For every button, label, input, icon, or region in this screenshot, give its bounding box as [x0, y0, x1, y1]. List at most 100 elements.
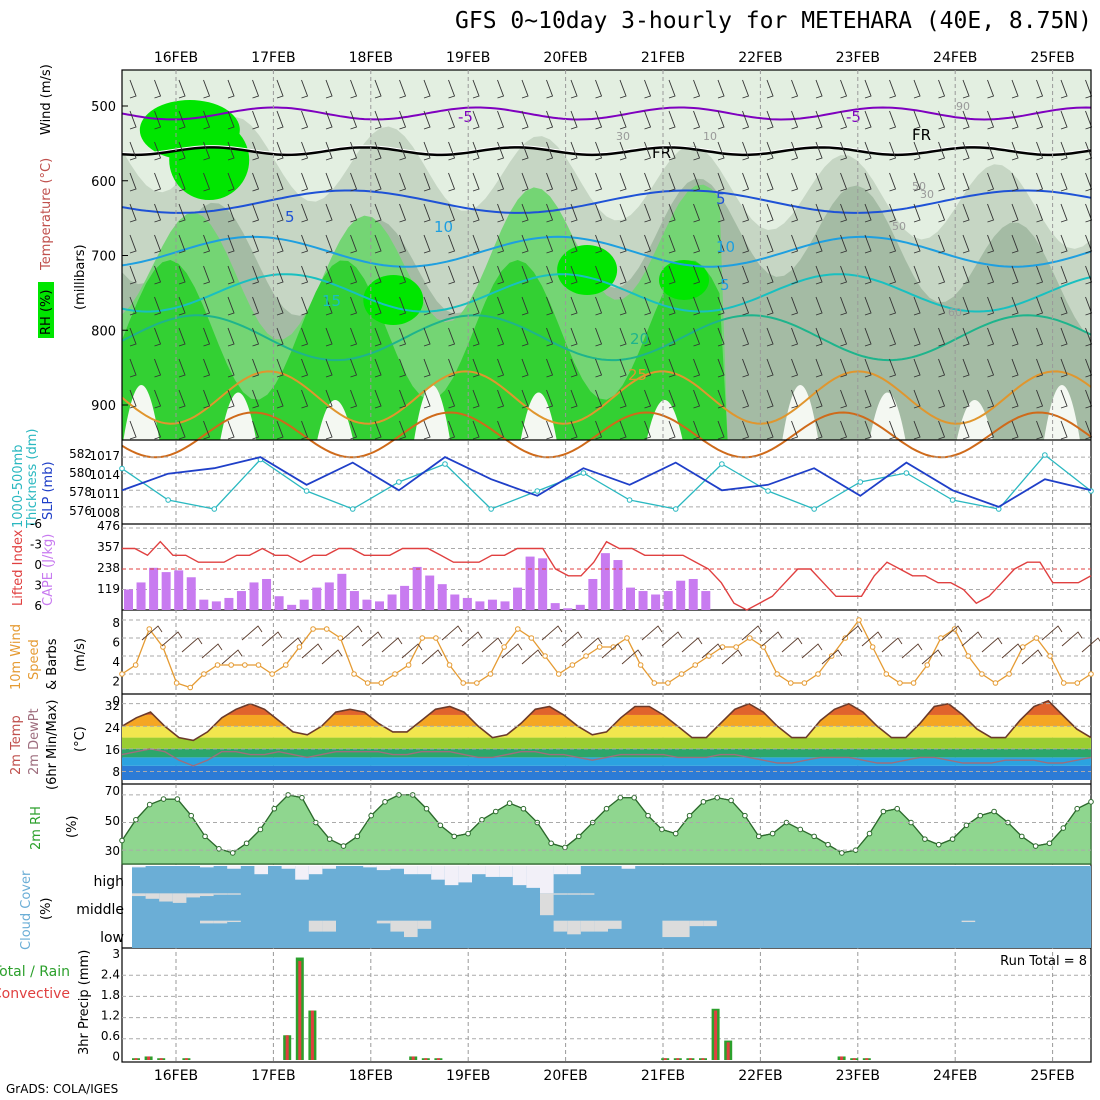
- wind-barb: [668, 296, 676, 316]
- wind-barb: [521, 265, 529, 285]
- wind-barb: [399, 327, 407, 347]
- wind-barb: [938, 203, 946, 223]
- wind-barb: [325, 234, 333, 254]
- wind-speed-line-point: [433, 635, 439, 641]
- wind-barb: [913, 420, 921, 440]
- cape-bar: [425, 575, 435, 610]
- date-label-top: 21FEB: [641, 50, 685, 66]
- cloud-cell: [458, 866, 472, 883]
- precip-ytick: 1.2: [101, 1009, 120, 1023]
- temp-ytick: 24: [105, 721, 120, 735]
- rh2m-line-point: [631, 794, 637, 801]
- slp-ytick: 1011: [89, 487, 120, 501]
- temp-band: [122, 737, 1091, 749]
- thickness-line-point: [903, 470, 910, 476]
- wind-barb-10m: [641, 625, 663, 641]
- wind-barb: [350, 327, 358, 347]
- wind-barb: [252, 203, 260, 223]
- wind-barb: [619, 79, 627, 99]
- wind-barb: [325, 327, 333, 347]
- wind-speed-line-point: [815, 671, 821, 677]
- wind-barb-10m: [141, 625, 163, 641]
- cape-bar: [375, 601, 384, 610]
- precip-label-conv: Convective: [0, 986, 70, 1002]
- wind-barb: [399, 389, 407, 409]
- wind-barb: [717, 265, 725, 285]
- rh2m-unit: (%): [65, 816, 80, 839]
- wind-barb: [791, 296, 799, 316]
- wind-barb-10m: [1021, 649, 1043, 665]
- wind-barb: [423, 265, 431, 285]
- wind-barb: [301, 172, 309, 192]
- wind-barb: [276, 79, 284, 99]
- wind-barb: [717, 389, 725, 409]
- wind-speed-line-point: [528, 635, 535, 641]
- wind-barb: [472, 110, 480, 130]
- date-label-top: 16FEB: [154, 50, 198, 66]
- wind-speed-line-point: [924, 662, 931, 668]
- contour-label: 30: [920, 188, 934, 201]
- wind-speed-line-point: [583, 653, 589, 659]
- wind-barb: [399, 265, 407, 285]
- wind-barb: [1036, 110, 1044, 130]
- wind-barb: [815, 234, 823, 254]
- wind-barb: [742, 141, 750, 161]
- wind-barb: [815, 79, 823, 99]
- wind-barb: [154, 327, 162, 347]
- freezing-level-contour: [121, 145, 1092, 157]
- rh2m-line-point: [326, 836, 333, 842]
- wind-barb: [766, 265, 774, 285]
- thickness-line-point: [811, 506, 817, 512]
- wind-barb: [791, 327, 799, 347]
- precip-axis-label: 3hr Precip (mm): [77, 950, 92, 1055]
- wind-barb-10m: [661, 631, 683, 647]
- cape-bar: [199, 599, 209, 610]
- rh2m-line-point: [368, 812, 374, 819]
- thickness-ytick: 576: [69, 504, 92, 518]
- wind-barb: [791, 389, 799, 409]
- wind-ytick: 8: [112, 616, 120, 630]
- wind-barb: [276, 110, 284, 130]
- temp-label-c: (6hr Min/Max): [45, 700, 60, 790]
- wind-barb: [521, 79, 529, 99]
- rh2m-line-point: [617, 794, 624, 801]
- temp-contour-20: [121, 314, 1092, 362]
- wind-barb: [644, 110, 652, 130]
- wind-barb: [472, 420, 480, 440]
- wind-barb: [203, 327, 211, 347]
- cloud-cell: [662, 920, 676, 938]
- precip-ytick: 0.6: [101, 1029, 120, 1043]
- wind-barb: [252, 265, 260, 285]
- wind-barb-10m: [761, 631, 783, 647]
- wind-barb: [423, 327, 431, 347]
- cape-bar: [262, 578, 272, 610]
- wind-speed-line-point: [747, 635, 753, 641]
- wind-barb: [252, 296, 260, 316]
- precip-ytick: 3: [112, 947, 120, 961]
- wind-barb: [399, 141, 407, 161]
- wind-barb: [203, 265, 211, 285]
- contour-label: 15: [322, 292, 341, 310]
- wind-barb: [864, 296, 872, 316]
- wind-barb: [399, 79, 407, 99]
- wind-barb: [693, 389, 701, 409]
- precip-ytick: 2.4: [101, 968, 120, 982]
- wind-barb: [644, 358, 652, 378]
- cloud-cell: [417, 920, 432, 929]
- wind-speed-line-point: [883, 671, 890, 677]
- wind-barb: [252, 420, 260, 440]
- wind-barb-10m: [801, 643, 823, 659]
- wind-speed-line-point: [897, 680, 903, 686]
- cloud-cell: [512, 866, 527, 886]
- rh2m-line-point: [160, 796, 167, 802]
- contour-label: 10: [716, 238, 735, 256]
- thickness-line-point: [349, 506, 356, 512]
- wind-speed-line-point: [965, 653, 971, 659]
- wind-barb: [521, 141, 529, 161]
- cloud-cell: [145, 893, 160, 899]
- wind-barb: [350, 110, 358, 130]
- wind-barb-10m: [521, 649, 543, 665]
- wind-barb: [521, 358, 529, 378]
- precip-ytick: 1.8: [101, 988, 120, 1002]
- precip-conv-bar: [701, 1058, 705, 1060]
